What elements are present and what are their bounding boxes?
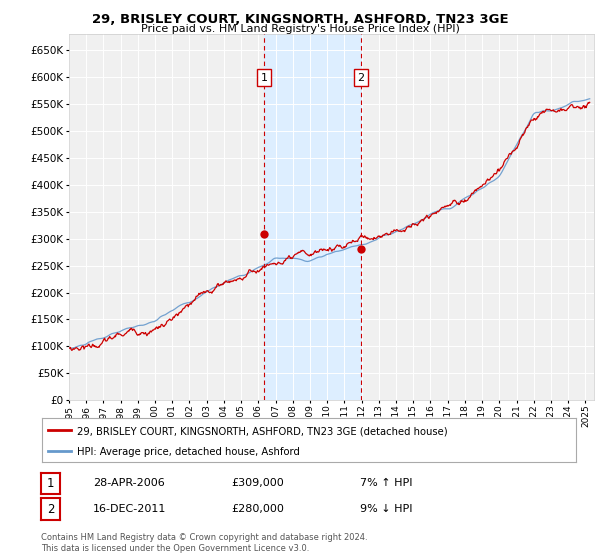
Text: £280,000: £280,000	[231, 504, 284, 514]
Text: 2: 2	[47, 502, 54, 516]
Text: 29, BRISLEY COURT, KINGSNORTH, ASHFORD, TN23 3GE (detached house): 29, BRISLEY COURT, KINGSNORTH, ASHFORD, …	[77, 426, 448, 436]
Text: 2: 2	[358, 73, 364, 83]
Text: 1: 1	[260, 73, 268, 83]
Text: 9% ↓ HPI: 9% ↓ HPI	[360, 504, 413, 514]
Text: HPI: Average price, detached house, Ashford: HPI: Average price, detached house, Ashf…	[77, 447, 299, 458]
Text: Price paid vs. HM Land Registry's House Price Index (HPI): Price paid vs. HM Land Registry's House …	[140, 24, 460, 34]
Text: 7% ↑ HPI: 7% ↑ HPI	[360, 478, 413, 488]
Bar	[264, 34, 361, 400]
Text: 16-DEC-2011: 16-DEC-2011	[93, 504, 166, 514]
Text: Contains HM Land Registry data © Crown copyright and database right 2024.
This d: Contains HM Land Registry data © Crown c…	[41, 533, 367, 553]
Text: £309,000: £309,000	[231, 478, 284, 488]
Text: 1: 1	[47, 477, 54, 490]
Text: 28-APR-2006: 28-APR-2006	[93, 478, 165, 488]
Text: 29, BRISLEY COURT, KINGSNORTH, ASHFORD, TN23 3GE: 29, BRISLEY COURT, KINGSNORTH, ASHFORD, …	[92, 13, 508, 26]
